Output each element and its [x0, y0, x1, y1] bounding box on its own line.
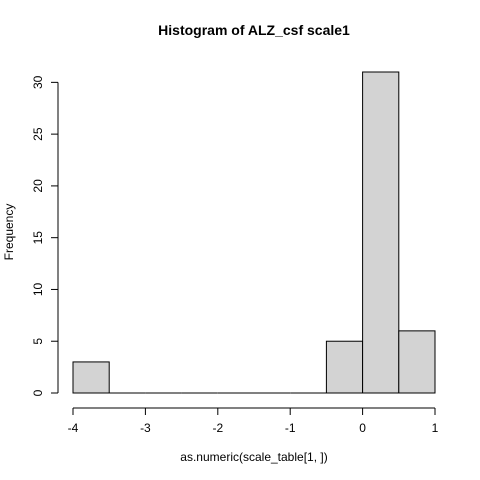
histogram-bar	[325, 340, 364, 394]
histogram-bars	[72, 71, 436, 394]
y-tick-label: 10	[31, 282, 45, 296]
y-tick-label: 0	[31, 389, 45, 396]
x-tick-label: -4	[68, 421, 79, 435]
x-tick-label: 0	[359, 421, 366, 435]
histogram-bar	[362, 71, 400, 394]
y-tick-label: 20	[31, 179, 45, 193]
chart-title: Histogram of ALZ_csf scale1	[158, 22, 350, 38]
y-tick-label: 25	[31, 127, 45, 141]
x-axis: -4 -3 -2 -1 0 1	[68, 407, 439, 435]
x-tick-label: 1	[432, 421, 439, 435]
y-tick-label: 15	[31, 231, 45, 245]
histogram-bar	[398, 330, 436, 394]
y-axis: 0 5 10 15 20 25 30	[31, 75, 59, 396]
y-tick-label: 5	[31, 338, 45, 345]
x-tick-label: -1	[285, 421, 296, 435]
y-tick-label: 30	[31, 75, 45, 89]
x-axis-label: as.numeric(scale_table[1, ])	[180, 450, 327, 464]
x-tick-label: -2	[212, 421, 223, 435]
y-axis-label: Frequency	[2, 204, 16, 261]
x-tick-label: -3	[140, 421, 151, 435]
histogram-bar	[72, 361, 110, 394]
